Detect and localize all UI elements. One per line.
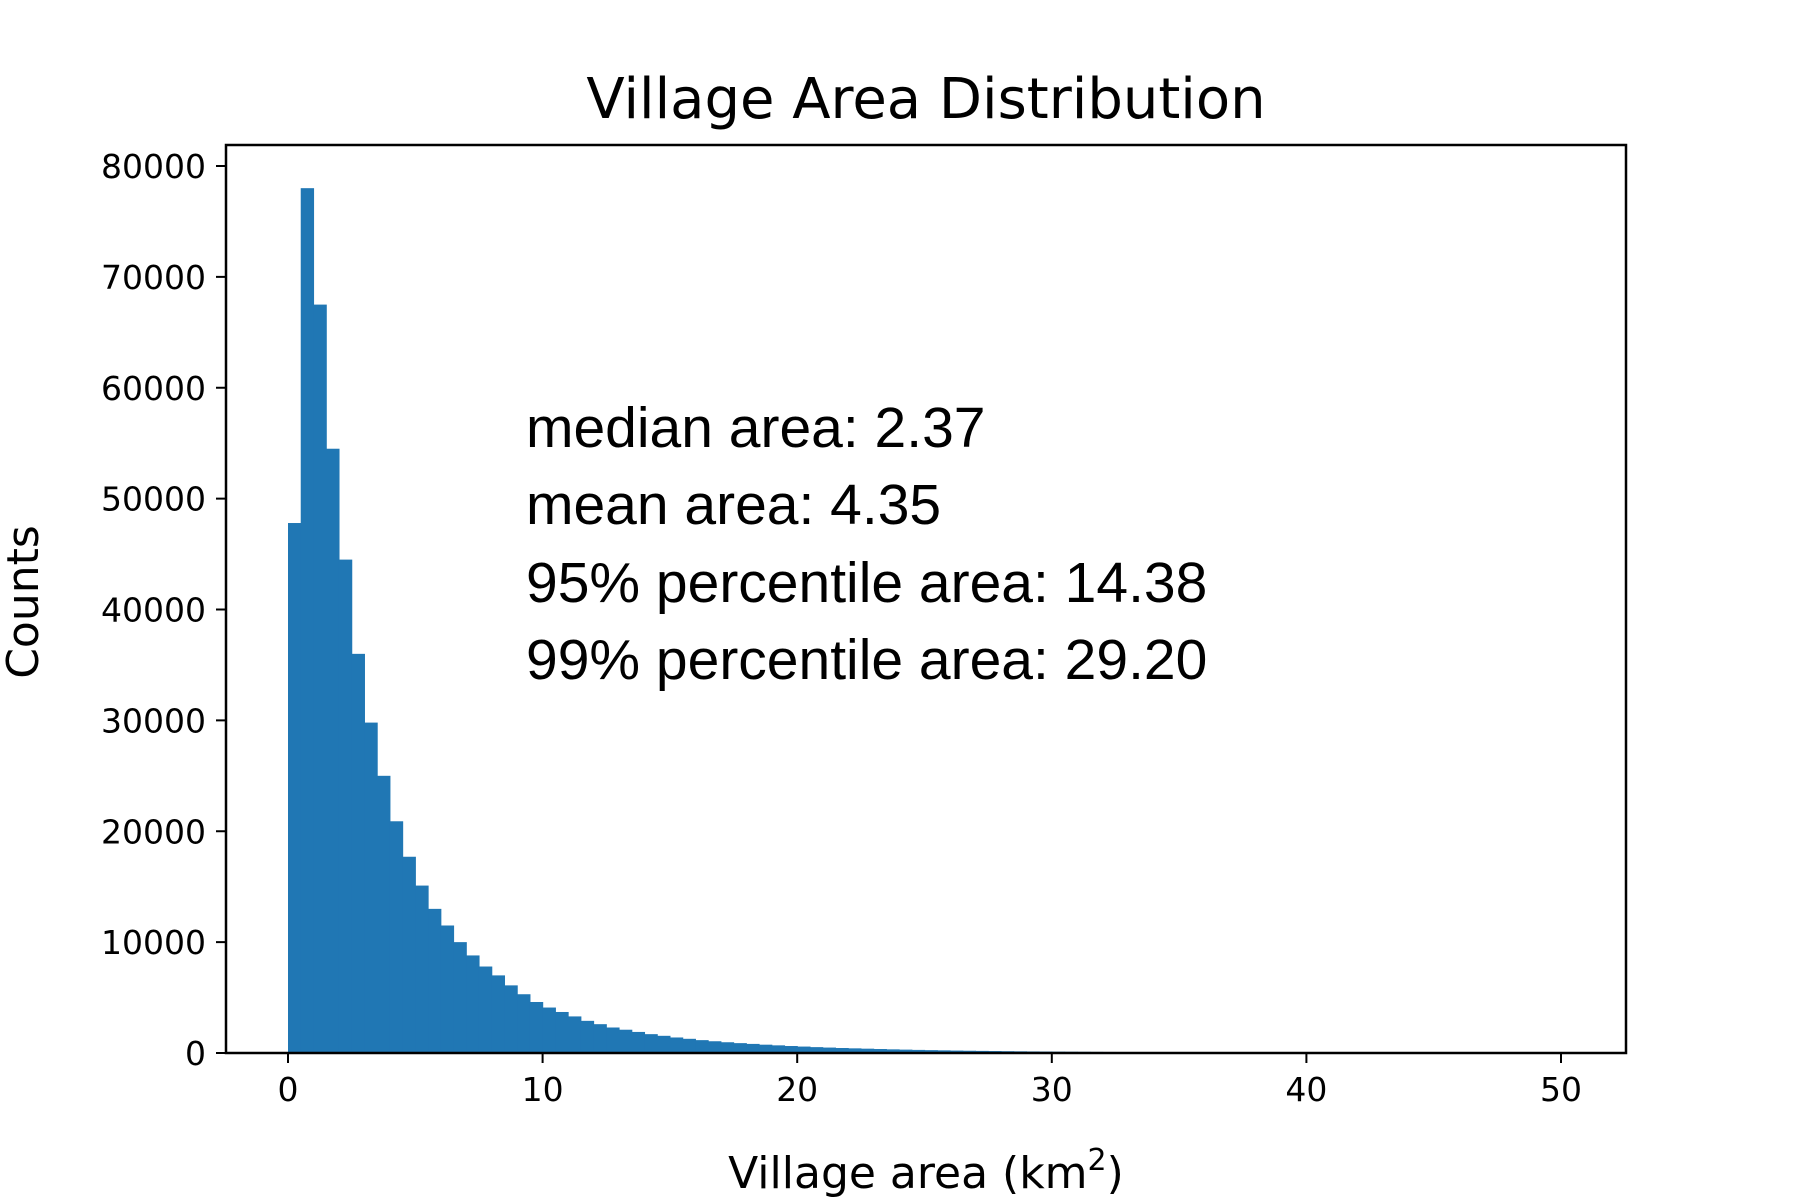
histogram-bar [542, 1007, 556, 1053]
histogram-bar [555, 1011, 569, 1053]
histogram-bar [746, 1043, 760, 1053]
histogram-bar [517, 994, 531, 1053]
annotation-median: median area: 2.37 [526, 396, 985, 460]
histogram-bars [288, 188, 1562, 1054]
histogram-bar [759, 1044, 773, 1053]
histogram-bar [377, 775, 391, 1053]
y-tick-label: 60000 [101, 369, 206, 408]
histogram-bar [911, 1049, 926, 1053]
histogram-bar [631, 1031, 646, 1053]
histogram-bar [797, 1046, 811, 1053]
histogram-bar [313, 304, 327, 1053]
histogram-bar [453, 942, 467, 1053]
y-axis-ticks: 0 10000 20000 30000 40000 50000 60000 70000 8000… [101, 147, 226, 1073]
histogram-bar [809, 1047, 824, 1053]
histogram-bar [771, 1045, 786, 1053]
histogram-bar [720, 1042, 735, 1053]
histogram-bar [568, 1016, 582, 1053]
x-axis-ticks: 0 10 20 30 40 50 [278, 1053, 1582, 1109]
histogram-bar [466, 955, 480, 1053]
histogram-bar [478, 966, 493, 1053]
x-tick-label: 10 [522, 1070, 564, 1109]
y-tick-label: 70000 [101, 258, 206, 297]
histogram-bar [618, 1029, 633, 1053]
histogram-bar [326, 448, 340, 1053]
y-tick-label: 80000 [101, 147, 206, 186]
histogram-bar [860, 1048, 875, 1053]
histogram-bar [682, 1038, 696, 1053]
annotation-block: median area: 2.37 mean area: 4.35 95% pe… [526, 396, 1207, 692]
x-tick-label: 20 [776, 1070, 818, 1109]
histogram-bar [695, 1040, 709, 1053]
histogram-bar [657, 1035, 671, 1053]
histogram-bar [937, 1050, 951, 1053]
histogram-bar [338, 559, 353, 1053]
x-tick-label: 0 [278, 1070, 299, 1109]
histogram-bar [784, 1046, 798, 1053]
annotation-99-percentile: 99% percentile area: 29.20 [526, 628, 1207, 692]
histogram-bar [529, 1001, 544, 1053]
x-tick-label: 30 [1031, 1070, 1073, 1109]
histogram-bar [415, 885, 429, 1053]
histogram-bar [580, 1020, 595, 1053]
y-tick-label: 40000 [101, 591, 206, 630]
annotation-95-percentile: 95% percentile area: 14.38 [526, 551, 1207, 615]
plot-frame [224, 143, 1628, 1055]
histogram-bar [835, 1048, 849, 1053]
histogram-bar [708, 1041, 722, 1053]
histogram-bar [873, 1049, 887, 1053]
histogram-bar [351, 653, 365, 1053]
histogram-bar [924, 1050, 938, 1053]
histogram-bar [886, 1049, 900, 1053]
histogram-bar [364, 722, 378, 1053]
annotation-mean: mean area: 4.35 [526, 473, 941, 537]
y-tick-label: 0 [185, 1034, 206, 1073]
histogram-bar [300, 188, 315, 1054]
histogram-bar [848, 1048, 862, 1053]
histogram-bar [389, 821, 404, 1053]
y-axis-label: Counts [0, 525, 49, 679]
histogram-bar [288, 523, 302, 1053]
histogram-bar [669, 1037, 684, 1053]
histogram-bar [899, 1049, 913, 1053]
histogram-bar [504, 985, 518, 1053]
histogram-bar [491, 975, 506, 1053]
histogram-bar [402, 856, 416, 1053]
histogram-bar [822, 1047, 836, 1053]
y-tick-label: 10000 [101, 923, 206, 962]
chart-title: Village Area Distribution [586, 67, 1265, 132]
y-tick-label: 50000 [101, 480, 206, 519]
x-tick-label: 50 [1540, 1070, 1582, 1109]
histogram-bar [440, 925, 455, 1053]
y-tick-label: 30000 [101, 701, 206, 740]
histogram-bar [593, 1024, 607, 1053]
x-tick-label: 40 [1285, 1070, 1327, 1109]
histogram-bar [428, 908, 442, 1053]
histogram-bar [606, 1027, 620, 1053]
histogram-bar [644, 1034, 658, 1053]
y-tick-label: 20000 [101, 812, 206, 851]
x-axis-label: Village area (km2) [728, 1143, 1124, 1199]
histogram-bar [733, 1043, 747, 1053]
